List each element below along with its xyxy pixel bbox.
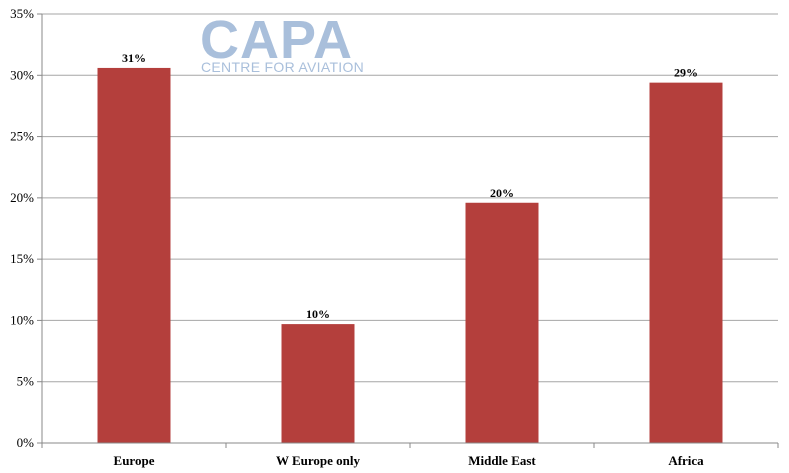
y-tick-label: 20%	[10, 190, 34, 205]
watermark-brand: CAPA	[200, 10, 353, 70]
bar-middle-east	[465, 202, 539, 443]
bars: 31% 10% 20% 29%	[97, 51, 723, 443]
y-tick-label: 15%	[10, 251, 34, 266]
y-tick-label: 25%	[10, 129, 34, 144]
y-tick-label: 10%	[10, 312, 34, 327]
data-label: 29%	[674, 66, 698, 80]
capa-watermark: CAPA CENTRE FOR AVIATION	[200, 10, 364, 75]
x-category-label: Africa	[668, 453, 704, 468]
y-tick-label: 0%	[17, 435, 35, 450]
data-label: 31%	[122, 51, 146, 65]
x-category-label: W Europe only	[276, 453, 361, 468]
y-tick-label: 35%	[10, 6, 34, 21]
y-tick-label: 30%	[10, 67, 34, 82]
y-tick-label: 5%	[17, 374, 35, 389]
bar-africa	[649, 82, 723, 443]
data-label: 20%	[490, 186, 514, 200]
bar-europe	[97, 67, 171, 443]
y-axis-ticks: 0% 5% 10% 15% 20% 25% 30% 35%	[10, 6, 42, 450]
x-category-label: Middle East	[468, 453, 536, 468]
x-category-label: Europe	[114, 453, 155, 468]
axes	[41, 14, 779, 448]
data-label: 10%	[306, 307, 330, 321]
watermark-tagline: CENTRE FOR AVIATION	[201, 59, 364, 75]
bar-w-europe-only	[281, 324, 355, 443]
x-axis-categories: Europe W Europe only Middle East Africa	[114, 453, 705, 468]
